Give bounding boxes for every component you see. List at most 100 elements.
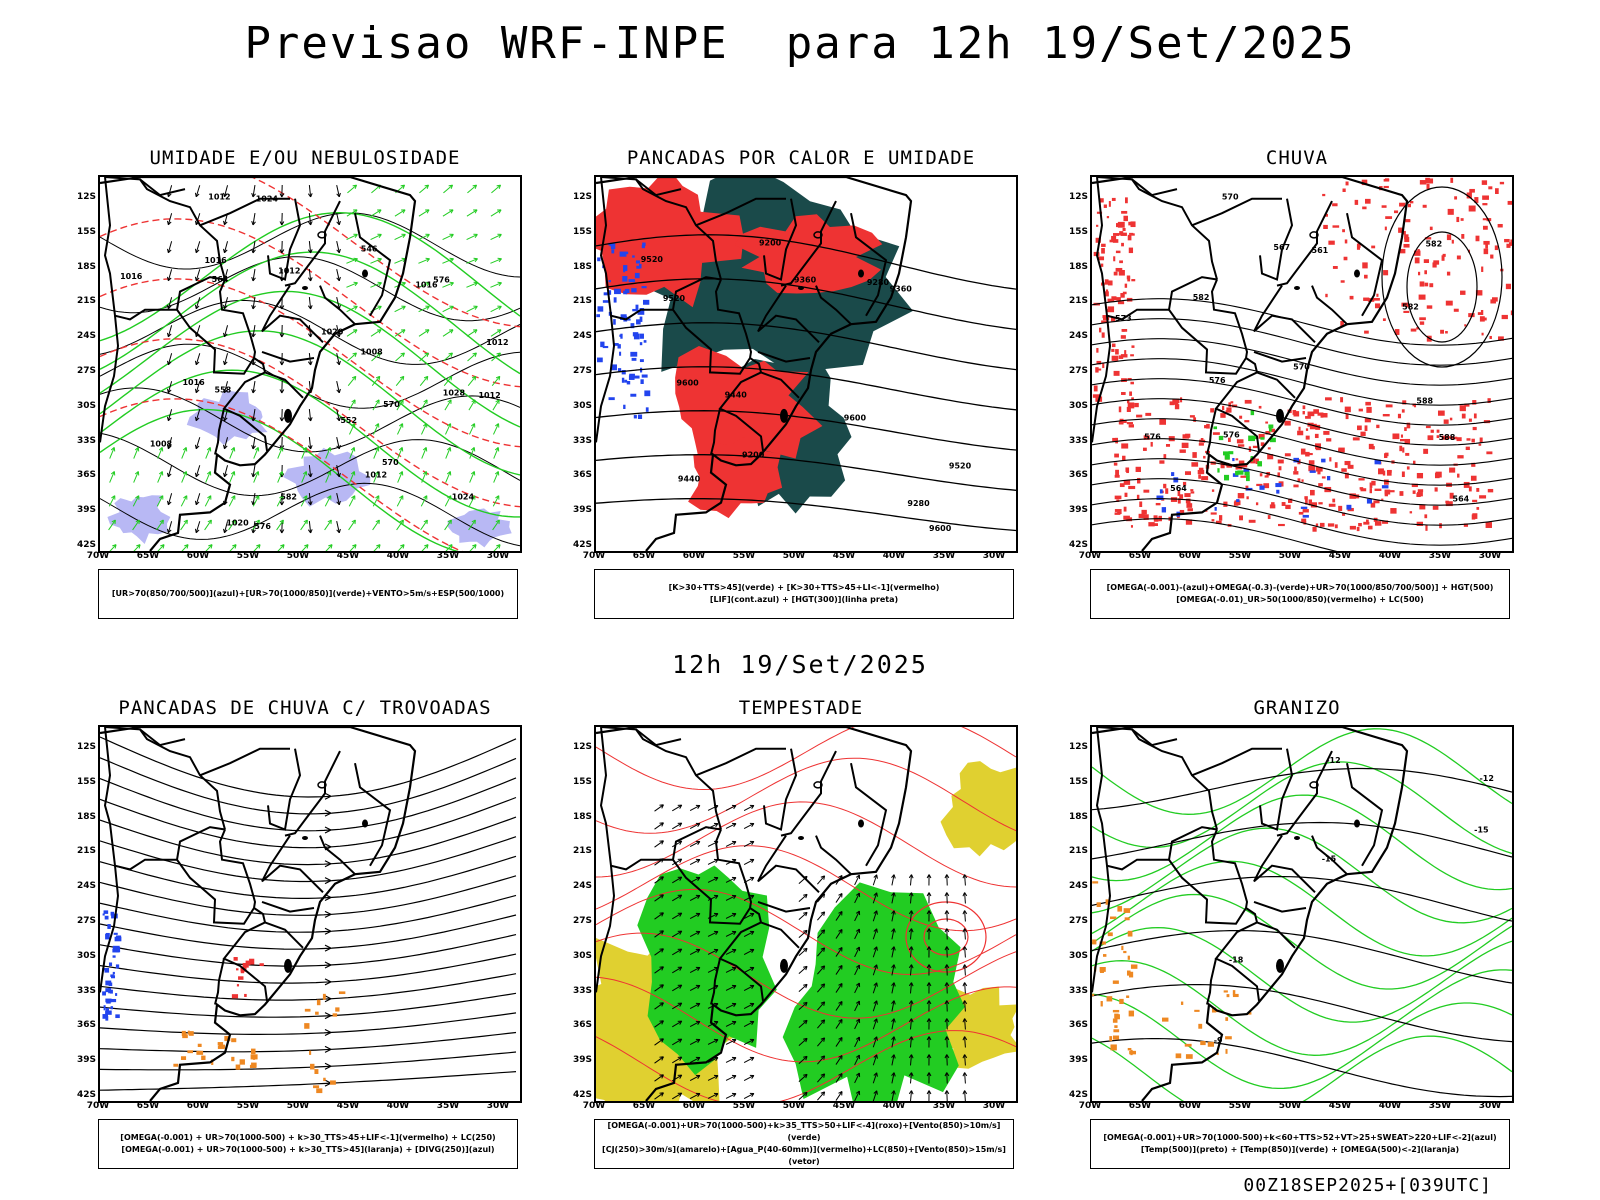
rain-red-area	[1113, 271, 1118, 276]
wind-arrowhead	[328, 544, 333, 549]
rain-red-area	[1141, 513, 1145, 517]
omega500-orange-area	[1184, 1043, 1192, 1047]
rain-red-area	[1318, 502, 1323, 505]
wind-arrowhead	[944, 1036, 950, 1041]
lat-tick-label: 24S	[1068, 881, 1088, 892]
hgt500-line	[1092, 298, 1512, 346]
lat-tick-label: 39S	[572, 505, 592, 516]
wind-arrowhead	[855, 1036, 861, 1042]
wind-arrowhead	[749, 804, 755, 810]
lifted-index-contour	[608, 280, 611, 283]
wind-vector	[854, 1054, 860, 1066]
wind-arrowhead	[279, 333, 285, 338]
lon-tick-label: 70W	[582, 551, 606, 561]
wind-arrowhead	[351, 519, 356, 525]
contour-label: 9280	[907, 499, 930, 508]
rain-red-area	[1150, 441, 1153, 447]
wind-arrowhead	[401, 305, 406, 310]
wind-vector	[395, 376, 405, 386]
wind-arrowhead	[110, 447, 116, 452]
wind-arrowhead	[471, 423, 476, 428]
divergence-blue-area	[102, 991, 106, 996]
rain-red-area	[1125, 467, 1130, 472]
wind-arrowhead	[908, 1036, 914, 1041]
wind-arrowhead	[891, 928, 896, 933]
wind-arrowhead	[908, 910, 914, 915]
omega500-orange-area	[1185, 1054, 1193, 1059]
legend-line-2: [OMEGA(-0.001) + UR>70(1000-500) + k>30_…	[121, 1145, 495, 1154]
divergence-blue-area	[105, 1016, 109, 1021]
lat-tick-label: 21S	[76, 846, 96, 857]
lat-tick-label: 30S	[1068, 950, 1088, 961]
rain-red-area	[1407, 203, 1411, 208]
wind-vector	[301, 447, 307, 459]
rain-red-area	[1405, 452, 1410, 456]
wind-vector	[466, 233, 478, 241]
wind-arrowhead	[695, 1074, 701, 1080]
lon-tick-label: 70W	[86, 1101, 110, 1111]
wind-vector	[909, 874, 913, 886]
wind-vector	[689, 1057, 701, 1063]
wind-vector	[346, 282, 358, 288]
wind-arrowhead	[803, 1037, 808, 1043]
omega500-orange-area	[1247, 1012, 1252, 1015]
rain-red-area	[1125, 197, 1128, 204]
hgt500-line	[1092, 518, 1338, 551]
wind-vector	[195, 213, 201, 225]
rain-red-area	[1189, 415, 1195, 418]
lon-tick-label: 60W	[1178, 551, 1202, 561]
border-line	[1311, 835, 1348, 875]
lon-tick-label: 55W	[732, 551, 756, 561]
rain-green-area	[1224, 454, 1230, 460]
rain-red-area	[1471, 462, 1476, 467]
rain-green-area	[1237, 470, 1244, 475]
wind-vector	[798, 1037, 808, 1047]
rain-red-area	[1394, 329, 1400, 335]
omega500-orange-area	[1112, 1009, 1120, 1013]
lifted-index-contour	[613, 297, 617, 303]
wind-vector	[419, 352, 429, 362]
wind-vector	[689, 1093, 701, 1099]
rain-red-area	[1322, 193, 1326, 197]
wind-vector	[743, 1057, 755, 1063]
rain-red-area	[1093, 385, 1098, 392]
rain-red-area	[1118, 406, 1122, 413]
wind-vector	[419, 376, 429, 386]
rain-red-area	[1211, 489, 1215, 492]
contour-label: 1016	[204, 256, 227, 265]
rain-red-area	[1203, 455, 1206, 459]
lon-tick-label: 40W	[1378, 551, 1402, 561]
longitude-axis: 70W 65W 60W 55W 50W 45W 40W 35W 30W	[1079, 1101, 1514, 1115]
wind-arrowhead	[471, 519, 476, 525]
border-line	[695, 747, 786, 777]
wind-vector	[156, 495, 164, 507]
contour-label: 9600	[929, 524, 952, 533]
rain-red-area	[1382, 413, 1390, 417]
wind-arrowhead	[838, 910, 843, 916]
rain-blue-area	[1275, 483, 1282, 488]
lon-tick-label: 50W	[1278, 1101, 1302, 1111]
omega500-orange-area	[1129, 1050, 1137, 1055]
border-line	[267, 198, 302, 281]
lon-tick-label: 35W	[932, 551, 956, 561]
omega500-orange-area	[1110, 916, 1117, 920]
wind-arrowhead	[166, 528, 172, 534]
wind-arrowhead	[677, 966, 683, 971]
wind-arrowhead	[713, 876, 719, 882]
wind-arrowhead	[194, 528, 200, 534]
wind-arrowhead	[873, 1090, 878, 1095]
wind-vector	[743, 823, 755, 829]
wind-arrowhead	[166, 332, 172, 338]
wind-vector	[798, 893, 808, 903]
wind-arrowhead	[659, 1038, 664, 1043]
wind-arrowhead	[749, 948, 755, 954]
rain-red-area	[1101, 243, 1106, 247]
map-svg: 5885825825885825765765705765735705675645…	[1092, 177, 1512, 551]
border-line	[710, 408, 721, 455]
rain-red-area	[1248, 519, 1256, 523]
streamline	[100, 992, 517, 1018]
rain-red-area	[1485, 522, 1492, 528]
rain-red-area	[1485, 244, 1488, 249]
wind-arrowhead	[377, 305, 382, 310]
lon-tick-label: 55W	[236, 551, 260, 561]
